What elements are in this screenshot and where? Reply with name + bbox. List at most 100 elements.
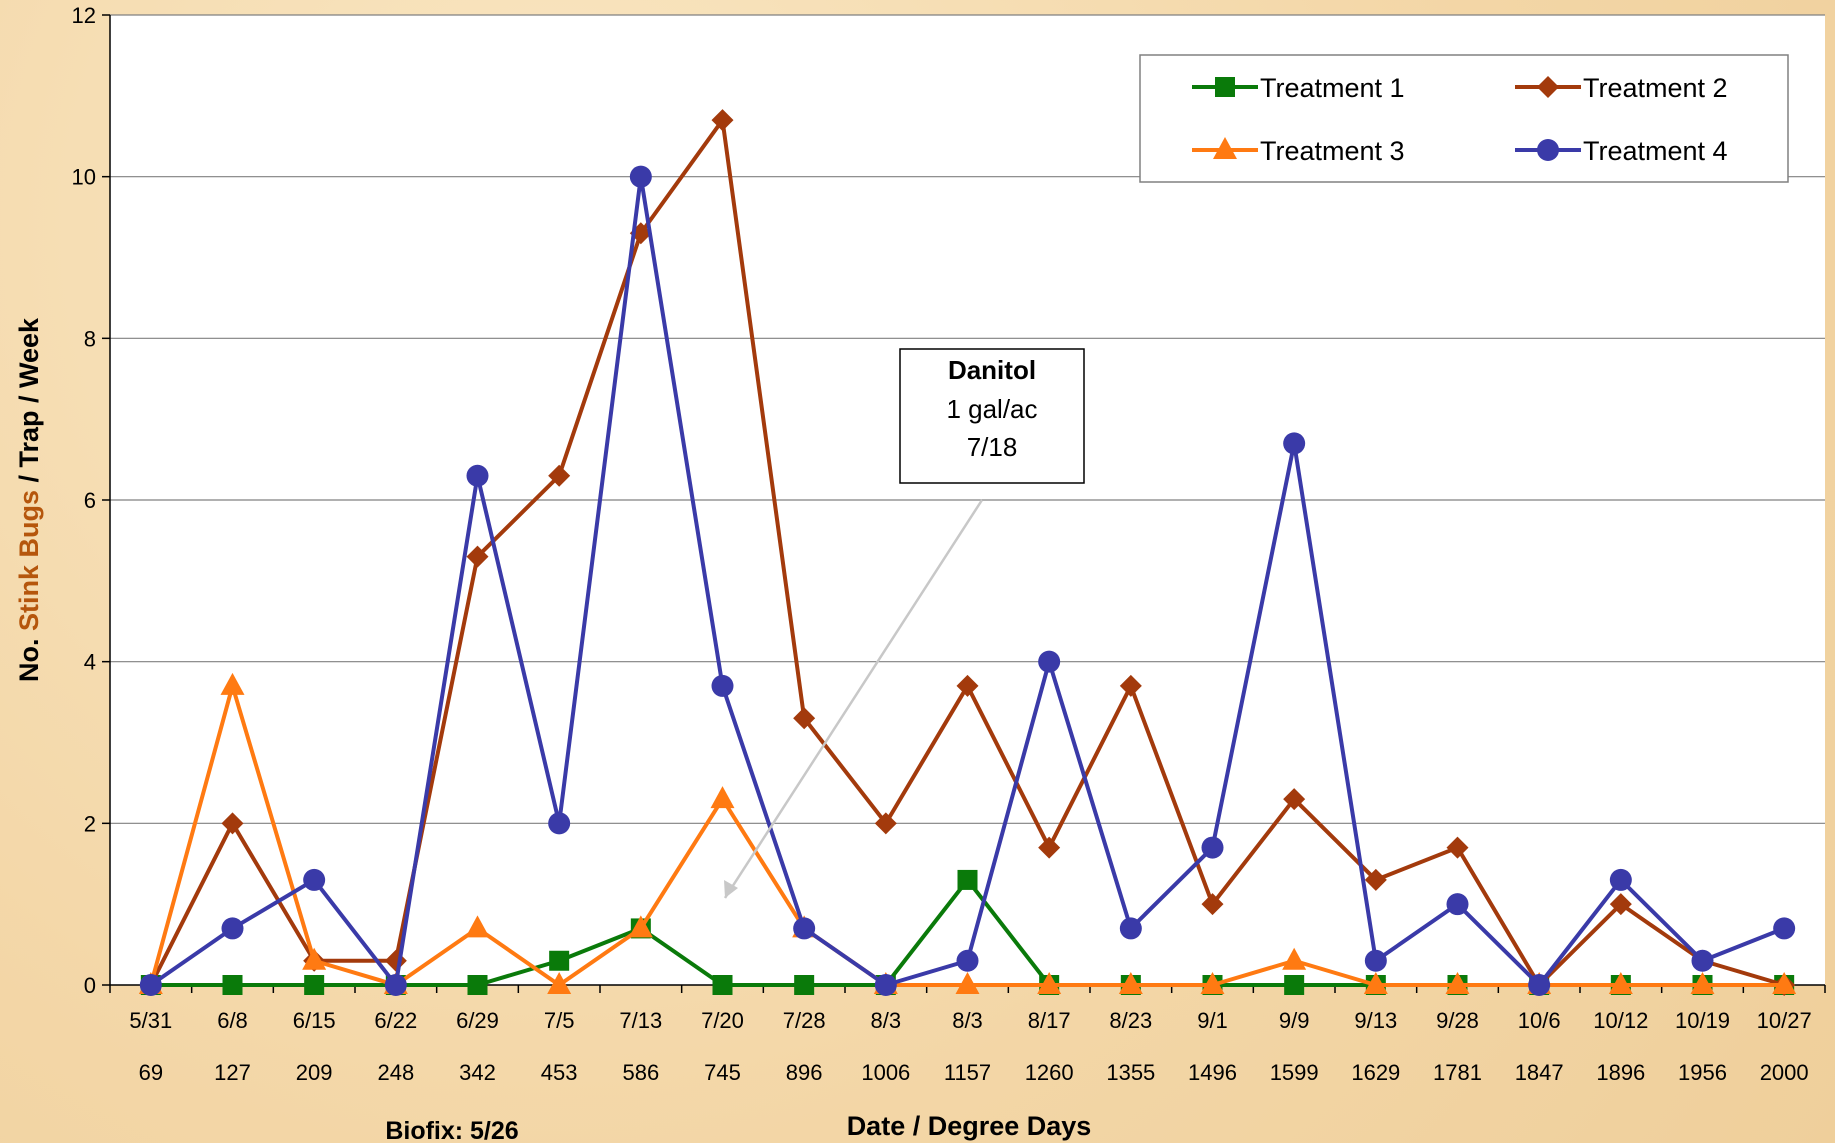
data-point	[1119, 674, 1142, 697]
x-tick-label-degree-days: 896	[786, 1060, 823, 1085]
x-tick-label-date: 7/28	[783, 1008, 826, 1033]
x-axis-ticks: 5/31 69 6/8 127 6/15 209 6/22 248 6/29 342 7/5 453 7…	[109, 985, 1826, 1085]
x-tick-label-degree-days: 1355	[1106, 1060, 1155, 1085]
y-axis-title: No. Stink Bugs / Trap / Week	[14, 317, 44, 682]
data-point	[956, 949, 979, 972]
y-tick-label: 8	[84, 326, 96, 351]
annotation-box	[899, 348, 1085, 484]
data-point	[1283, 432, 1306, 455]
x-tick-label-degree-days: 342	[459, 1060, 496, 1085]
data-point	[1528, 974, 1551, 996]
data-point	[466, 545, 489, 568]
data-point	[1364, 868, 1387, 891]
x-tick-label-degree-days: 1847	[1515, 1060, 1564, 1085]
x-tick-label-date: 10/19	[1675, 1008, 1730, 1033]
grid-lines	[110, 14, 1825, 824]
x-tick-label-date: 7/20	[701, 1008, 744, 1033]
legend-swatch-marker	[1215, 77, 1235, 97]
data-point	[548, 464, 571, 487]
annotation: Danitol 1 gal/ac 7/18	[723, 348, 1085, 899]
x-tick-label-date: 7/5	[544, 1008, 575, 1033]
x-tick-label-date: 10/27	[1757, 1008, 1812, 1033]
data-point	[1772, 972, 1797, 994]
x-tick-label-date: 8/23	[1109, 1008, 1152, 1033]
x-tick-label-degree-days: 1157	[944, 1060, 991, 1085]
data-point	[711, 109, 734, 132]
x-tick-label-date: 6/15	[293, 1008, 336, 1033]
annotation-arrow	[723, 499, 984, 899]
data-point	[1284, 975, 1305, 995]
legend-item-2: Treatment 2	[1515, 73, 1728, 103]
data-point	[1609, 868, 1632, 891]
data-point	[1038, 836, 1061, 859]
y-tick-label: 12	[72, 3, 96, 28]
x-tick-label-degree-days: 209	[296, 1060, 333, 1085]
legend-label: Treatment 3	[1260, 136, 1405, 166]
data-point	[1691, 949, 1714, 972]
data-point	[1037, 972, 1062, 994]
data-point	[794, 975, 815, 995]
x-tick-label-degree-days: 586	[622, 1060, 659, 1085]
x-tick-label-degree-days: 1599	[1270, 1060, 1319, 1085]
legend-label: Treatment 2	[1583, 73, 1728, 103]
x-tick-label-degree-days: 1260	[1025, 1060, 1074, 1085]
legend-item-1: Treatment 1	[1192, 73, 1405, 103]
x-tick-label-date: 5/31	[129, 1008, 172, 1033]
data-point	[1201, 893, 1224, 916]
legend: Treatment 1 Treatment 2 Treatment 3 Treatme…	[1139, 54, 1789, 183]
data-point	[139, 974, 162, 996]
x-tick-label-degree-days: 1006	[861, 1060, 910, 1085]
data-point	[712, 975, 733, 995]
x-tick-label-date: 7/13	[619, 1008, 662, 1033]
legend-swatch-marker	[1537, 139, 1559, 161]
x-tick-label-date: 9/13	[1354, 1008, 1397, 1033]
y-tick-label: 10	[72, 165, 96, 190]
data-point	[1608, 972, 1633, 994]
data-point	[1038, 650, 1061, 673]
x-tick-label-date: 10/6	[1518, 1008, 1561, 1033]
data-point	[222, 975, 243, 995]
x-tick-label-date: 9/9	[1279, 1008, 1310, 1033]
x-tick-label-degree-days: 1896	[1596, 1060, 1645, 1085]
series-4	[139, 165, 1796, 996]
data-point	[874, 812, 897, 835]
x-tick-label-date: 9/1	[1197, 1008, 1228, 1033]
data-point	[303, 868, 326, 891]
annotation-line2: 7/18	[967, 432, 1018, 462]
data-point	[956, 674, 979, 697]
x-tick-label-date: 9/28	[1436, 1008, 1479, 1033]
data-point	[1119, 917, 1142, 940]
data-point	[1690, 972, 1715, 994]
x-tick-label-degree-days: 745	[704, 1060, 741, 1085]
data-point	[547, 972, 572, 994]
x-tick-label-degree-days: 2000	[1760, 1060, 1809, 1085]
x-tick-label-date: 8/3	[952, 1008, 983, 1033]
legend-label: Treatment 4	[1583, 136, 1728, 166]
data-point	[549, 950, 570, 971]
x-tick-label-degree-days: 127	[214, 1060, 251, 1085]
annotation-arrowhead	[724, 880, 738, 898]
x-tick-label-degree-days: 1496	[1188, 1060, 1237, 1085]
data-point	[1446, 836, 1469, 859]
data-point	[1282, 947, 1307, 970]
data-point	[1364, 949, 1387, 972]
legend-box	[1139, 54, 1789, 183]
data-point	[220, 672, 245, 695]
y-tick-label: 6	[84, 488, 96, 513]
data-point	[793, 707, 816, 730]
data-point	[466, 464, 489, 487]
data-point	[711, 674, 734, 697]
data-point	[221, 917, 244, 940]
data-point	[467, 975, 488, 995]
legend-swatch-marker	[1537, 76, 1559, 98]
legend-label: Treatment 1	[1260, 73, 1405, 103]
data-point	[1201, 836, 1224, 859]
x-tick-label-date: 8/17	[1028, 1008, 1071, 1033]
data-point	[1773, 917, 1796, 940]
data-point	[221, 812, 244, 835]
data-point	[304, 975, 325, 995]
x-tick-label-date: 6/29	[456, 1008, 499, 1033]
data-point	[957, 869, 978, 890]
x-tick-label-degree-days: 1629	[1351, 1060, 1400, 1085]
